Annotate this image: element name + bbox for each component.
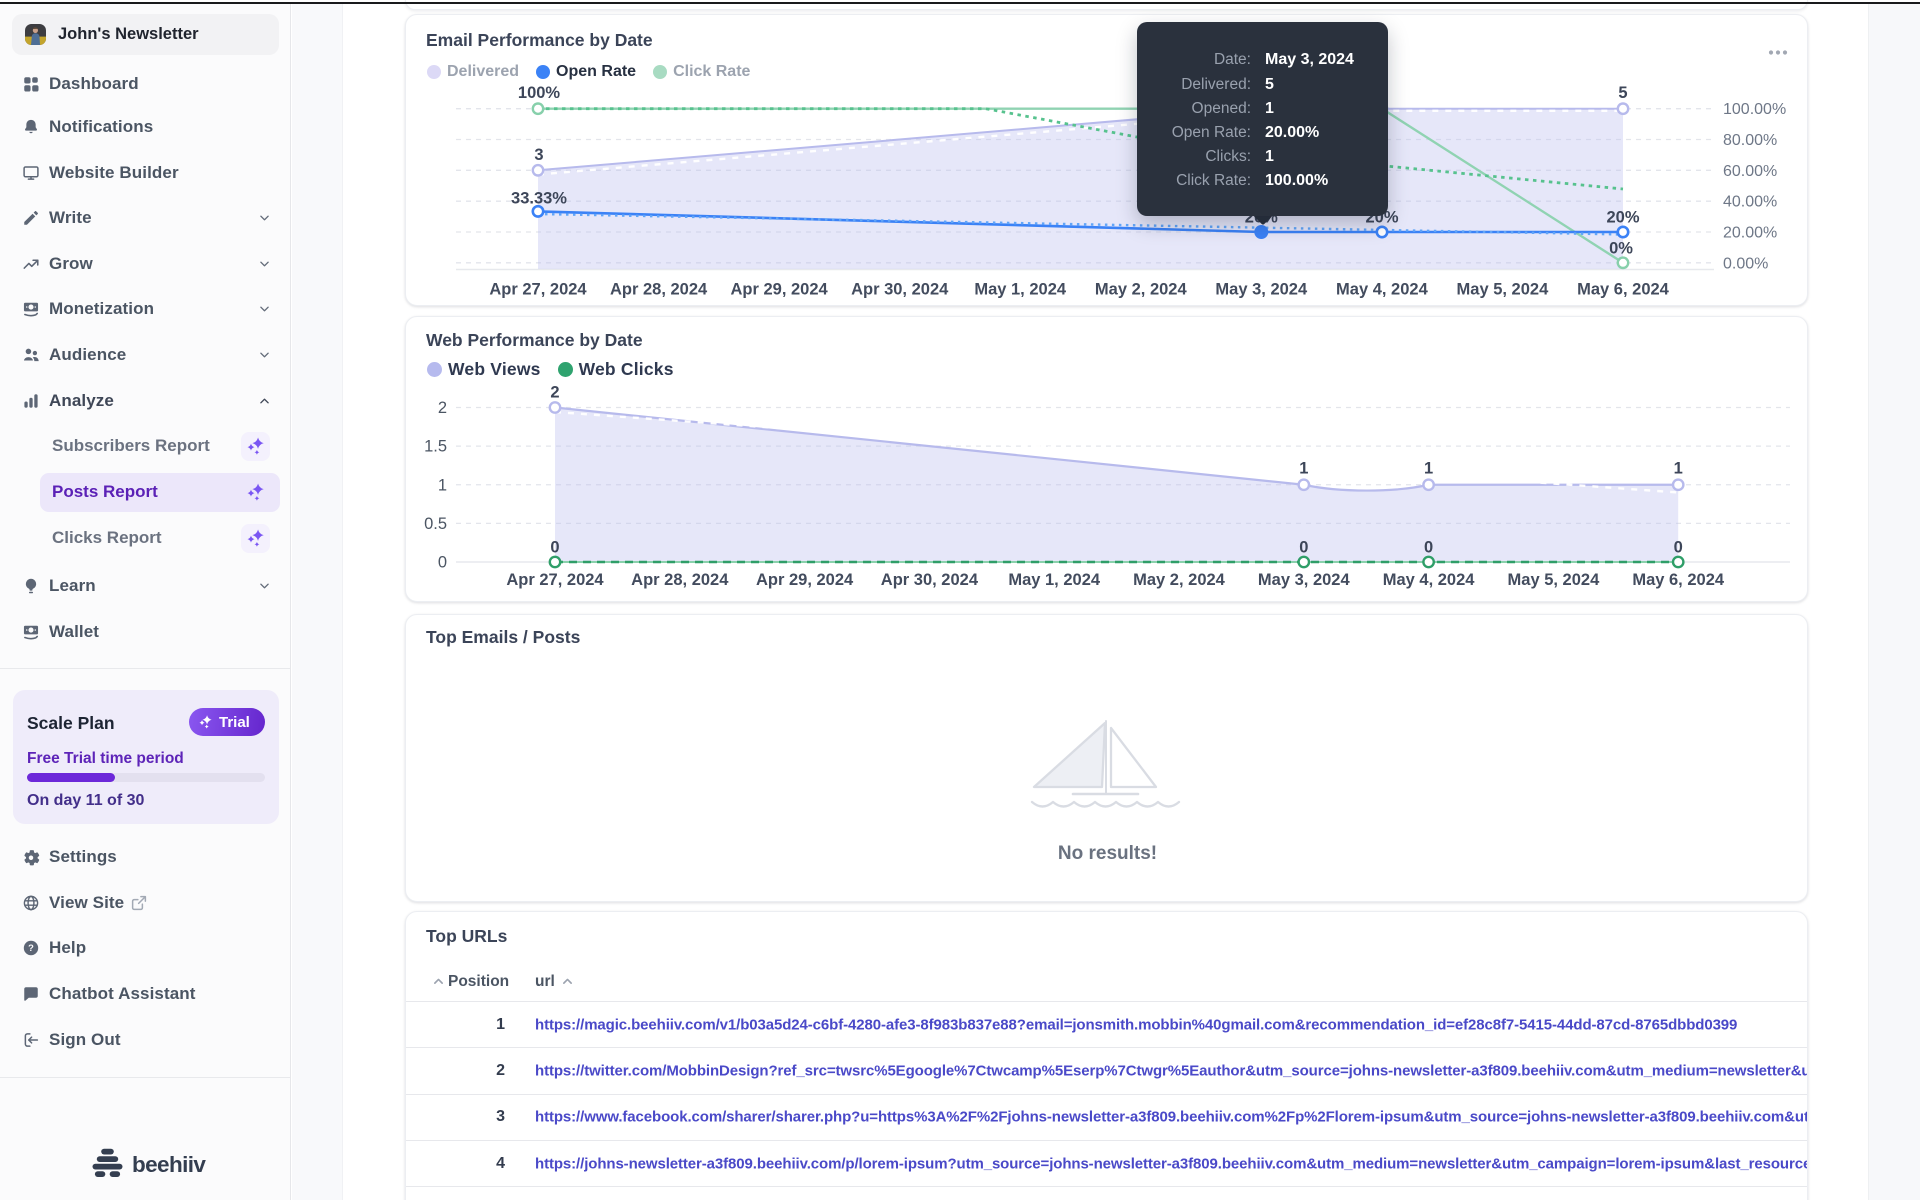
- svg-text:1: 1: [1424, 460, 1433, 478]
- svg-text:May 4, 2024: May 4, 2024: [1383, 571, 1476, 589]
- svg-text:100.00%: 100.00%: [1723, 101, 1786, 118]
- svg-text:0.5: 0.5: [424, 515, 447, 533]
- svg-text:May 2, 2024: May 2, 2024: [1095, 281, 1188, 299]
- svg-text:May 4, 2024: May 4, 2024: [1336, 281, 1429, 299]
- svg-text:100%: 100%: [518, 84, 561, 102]
- svg-text:2: 2: [438, 399, 447, 417]
- svg-text:May 1, 2024: May 1, 2024: [974, 281, 1067, 299]
- svg-text:1.5: 1.5: [424, 438, 447, 456]
- svg-text:20.00%: 20.00%: [1723, 225, 1777, 242]
- svg-text:0%: 0%: [1609, 240, 1633, 258]
- svg-text:Apr 29, 2024: Apr 29, 2024: [756, 571, 854, 589]
- svg-text:May 1, 2024: May 1, 2024: [1008, 571, 1101, 589]
- svg-text:0: 0: [1299, 539, 1308, 557]
- svg-text:33.33%: 33.33%: [511, 190, 567, 208]
- svg-text:60.00%: 60.00%: [1723, 163, 1777, 180]
- svg-text:40.00%: 40.00%: [1723, 194, 1777, 211]
- svg-text:80.00%: 80.00%: [1723, 132, 1777, 149]
- svg-text:0.00%: 0.00%: [1723, 255, 1768, 272]
- svg-text:3: 3: [534, 146, 543, 164]
- svg-text:May 3, 2024: May 3, 2024: [1258, 571, 1351, 589]
- svg-text:May 2, 2024: May 2, 2024: [1133, 571, 1226, 589]
- svg-text:5: 5: [1618, 84, 1627, 102]
- svg-text:May 3, 2024: May 3, 2024: [1215, 281, 1308, 299]
- svg-text:1: 1: [1299, 460, 1308, 478]
- svg-text:Apr 29, 2024: Apr 29, 2024: [730, 281, 828, 299]
- svg-text:2: 2: [550, 384, 559, 402]
- svg-text:0: 0: [1674, 539, 1683, 557]
- svg-text:?: ?: [28, 944, 34, 954]
- svg-text:1: 1: [438, 476, 447, 494]
- svg-text:Apr 30, 2024: Apr 30, 2024: [881, 571, 979, 589]
- svg-text:May 6, 2024: May 6, 2024: [1632, 571, 1725, 589]
- svg-text:20%: 20%: [1606, 209, 1639, 227]
- svg-text:0: 0: [438, 554, 447, 572]
- svg-text:Apr 28, 2024: Apr 28, 2024: [631, 571, 729, 589]
- svg-text:1: 1: [1674, 460, 1683, 478]
- svg-text:May 5, 2024: May 5, 2024: [1508, 571, 1601, 589]
- svg-text:0: 0: [550, 539, 559, 557]
- svg-text:Apr 28, 2024: Apr 28, 2024: [610, 281, 708, 299]
- svg-text:0: 0: [1424, 539, 1433, 557]
- svg-text:Apr 27, 2024: Apr 27, 2024: [489, 281, 587, 299]
- svg-text:Apr 30, 2024: Apr 30, 2024: [851, 281, 949, 299]
- svg-text:May 6, 2024: May 6, 2024: [1577, 281, 1670, 299]
- svg-text:Apr 27, 2024: Apr 27, 2024: [506, 571, 604, 589]
- svg-text:May 5, 2024: May 5, 2024: [1457, 281, 1550, 299]
